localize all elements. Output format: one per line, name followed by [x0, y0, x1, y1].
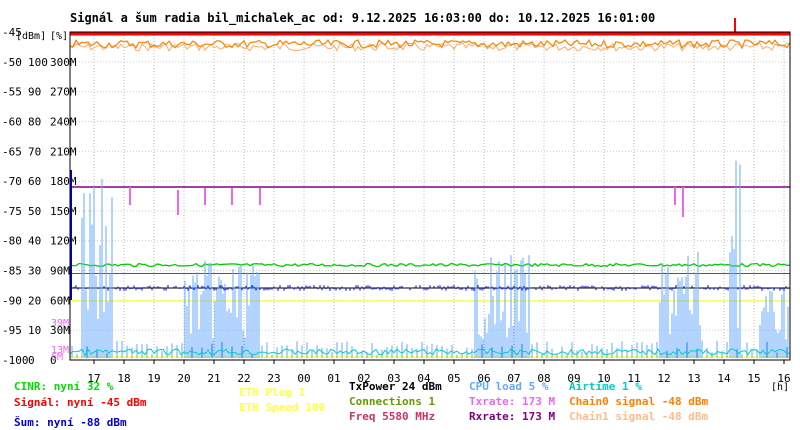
legend-rxrate: Rxrate: 173 M	[469, 410, 556, 423]
y-tick-dbm: -95	[2, 324, 22, 337]
x-tick-label: 06	[477, 372, 490, 385]
x-tick-label: 13	[687, 372, 700, 385]
x-tick-label: 12	[657, 372, 670, 385]
x-tick-label: 21	[207, 372, 220, 385]
y-tick-dbm: -75	[2, 205, 22, 218]
y-tick-dbm: -85	[2, 265, 22, 278]
x-tick-label: 08	[537, 372, 550, 385]
y-unit-label: [dBm]	[16, 31, 46, 42]
y-tick-dbm: -60	[2, 115, 22, 128]
x-tick-label: 00	[297, 372, 310, 385]
y-tick-percent: 40	[28, 235, 41, 248]
x-tick-label: 04	[417, 372, 431, 385]
cinr-trace	[69, 262, 791, 268]
x-tick-label: 19	[147, 372, 160, 385]
x-tick-label: 09	[567, 372, 580, 385]
cpu-trace	[71, 160, 791, 358]
y-tick-percent: 100	[28, 56, 48, 69]
y-tick-rate: 210M	[50, 145, 77, 158]
y-tick-rate: 90M	[50, 265, 70, 278]
y-tick-dbm: -45	[2, 26, 22, 39]
x-tick-label: 17	[87, 372, 100, 385]
y-tick-dbm: -80	[2, 235, 22, 248]
y-tick-rate-extra: 39M	[51, 318, 69, 329]
chain0-trace	[69, 38, 791, 50]
x-tick-label: 02	[357, 372, 370, 385]
y-tick-percent: 50	[28, 205, 41, 218]
x-tick-label: 16	[777, 372, 790, 385]
y-tick-rate-extra: 13M	[51, 345, 69, 356]
chain1-trace	[69, 42, 791, 52]
x-tick-label: 07	[507, 372, 520, 385]
legend-cinr: CINR: nyní 32 %	[14, 380, 114, 393]
legend-airtime: Airtime 1 %	[569, 380, 642, 393]
y-tick-rate: 300M	[50, 56, 77, 69]
legend-chain1: Chain1 signal -48 dBm	[569, 410, 709, 423]
x-tick-label: 20	[177, 372, 190, 385]
x-tick-label: 05	[447, 372, 460, 385]
y-tick-dbm: -70	[2, 175, 22, 188]
y-tick-dbm: -55	[2, 86, 22, 99]
legend-freq: Freq 5580 MHz	[349, 410, 436, 423]
y-tick-dbm: -100	[2, 354, 29, 367]
x-tick-label: 15	[747, 372, 760, 385]
x-unit-label: [h]	[771, 382, 789, 393]
y-tick-rate: 60M	[50, 294, 70, 307]
y2-unit-label: [%]	[50, 31, 68, 42]
chart-title: Signál a šum radia bil_michalek_ac od: 9…	[70, 11, 655, 26]
y-tick-rate: 240M	[50, 115, 77, 128]
x-tick-label: 03	[387, 372, 400, 385]
x-tick-label: 11	[627, 372, 640, 385]
airtime-trace	[69, 347, 791, 357]
legend-chain0: Chain0 signal -48 dBm	[569, 395, 709, 408]
y-tick-dbm: -65	[2, 145, 22, 158]
y-tick-percent: 20	[28, 294, 41, 307]
x-tick-label: 10	[597, 372, 610, 385]
legend-txrate: Txrate: 173 M	[469, 395, 556, 408]
y-tick-percent: 80	[28, 115, 41, 128]
x-tick-label: 18	[117, 372, 130, 385]
legend-noise: Šum: nyní -88 dBm	[14, 416, 127, 429]
legend-connections: Connections 1	[349, 395, 436, 408]
y-tick-rate-extra: 6M	[51, 352, 63, 363]
y-tick-rate: 180M	[50, 175, 77, 188]
x-tick-label: 22	[237, 372, 250, 385]
legend-txpower: TxPower 24 dBm	[349, 380, 442, 393]
legend-eth-plug: ETH Plug 1	[239, 386, 306, 399]
y-tick-dbm: -50	[2, 56, 22, 69]
y-tick-dbm: -90	[2, 294, 22, 307]
y-tick-percent: 60	[28, 175, 41, 188]
y-tick-rate: 150M	[50, 205, 77, 218]
y-tick-rate: 0	[50, 354, 57, 367]
y-tick-rate: 30M	[50, 324, 70, 337]
plot-frame	[69, 31, 791, 361]
series-traces	[69, 18, 791, 358]
y-tick-percent: 0	[28, 354, 35, 367]
y-tick-percent: 90	[28, 86, 41, 99]
legend-cpu: CPU load 5 %	[469, 380, 549, 393]
x-tick-label: 01	[327, 372, 340, 385]
y-tick-rate: 120M	[50, 235, 77, 248]
y-axis-labels: -45-50-55-60-65-70-75-80-85-90-95-100100…	[2, 26, 77, 367]
y-tick-percent: 30	[28, 265, 41, 278]
legend-eth-speed: ETH Speed 100	[239, 401, 326, 414]
legend-signal: Signál: nyní -45 dBm	[14, 396, 147, 409]
x-axis-labels: 17 18 19 20 21 22 23 00 01 02 03 04 05 06 07 08 09 10 11 12…	[87, 372, 790, 385]
y-tick-percent: 70	[28, 145, 41, 158]
x-tick-label: 23	[267, 372, 280, 385]
y-tick-percent: 10	[28, 324, 41, 337]
x-tick-label: 14	[717, 372, 731, 385]
y-tick-rate: 270M	[50, 86, 77, 99]
